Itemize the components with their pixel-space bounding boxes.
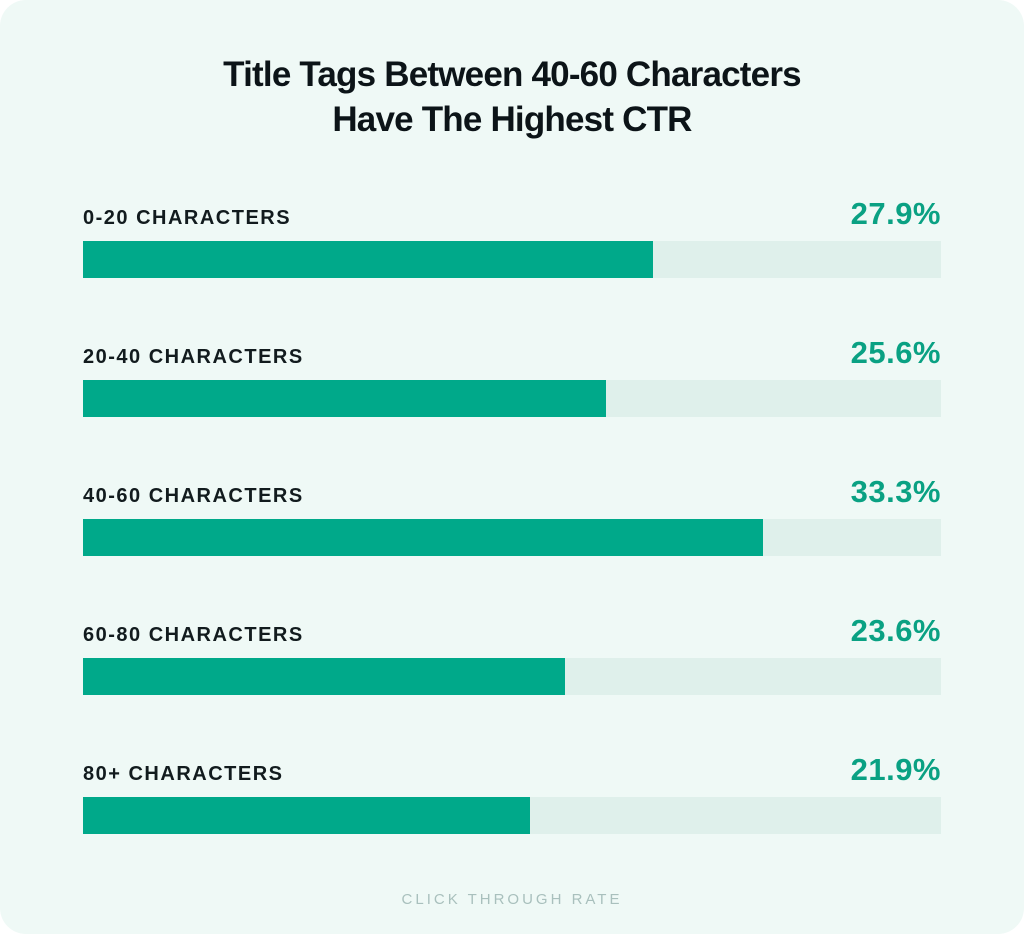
category-label: 20-40 CHARACTERS bbox=[83, 346, 304, 368]
value-label: 23.6% bbox=[850, 613, 941, 648]
bar-fill bbox=[83, 797, 531, 834]
value-label: 27.9% bbox=[850, 196, 941, 231]
bar-fill bbox=[83, 519, 764, 556]
chart-title-line-1: Title Tags Between 40-60 Characters bbox=[223, 55, 801, 94]
chart-row-header: 0-20 CHARACTERS 27.9% bbox=[83, 198, 941, 230]
value-label: 21.9% bbox=[850, 752, 941, 787]
category-label: 40-60 CHARACTERS bbox=[83, 485, 304, 507]
bar-track bbox=[83, 241, 941, 278]
category-label: 0-20 CHARACTERS bbox=[83, 207, 292, 229]
chart-title-line-2: Have The Highest CTR bbox=[332, 100, 692, 139]
bar-track bbox=[83, 797, 941, 834]
value-label: 33.3% bbox=[850, 474, 941, 509]
chart-row: 80+ CHARACTERS 21.9% bbox=[83, 754, 941, 834]
bar-track bbox=[83, 380, 941, 417]
bar-track bbox=[83, 519, 941, 556]
chart-row: 40-60 CHARACTERS 33.3% bbox=[83, 476, 941, 556]
bar-chart: 0-20 CHARACTERS 27.9% 20-40 CHARACTERS 2… bbox=[83, 198, 941, 834]
chart-row: 20-40 CHARACTERS 25.6% bbox=[83, 337, 941, 417]
chart-title: Title Tags Between 40-60 Characters Have… bbox=[0, 52, 1024, 142]
chart-row-header: 40-60 CHARACTERS 33.3% bbox=[83, 476, 941, 508]
value-label: 25.6% bbox=[850, 335, 941, 370]
bar-fill bbox=[83, 380, 606, 417]
chart-row: 60-80 CHARACTERS 23.6% bbox=[83, 615, 941, 695]
chart-row-header: 60-80 CHARACTERS 23.6% bbox=[83, 615, 941, 647]
chart-row-header: 20-40 CHARACTERS 25.6% bbox=[83, 337, 941, 369]
category-label: 60-80 CHARACTERS bbox=[83, 624, 304, 646]
x-axis-caption: CLICK THROUGH RATE bbox=[401, 891, 623, 908]
bar-track bbox=[83, 658, 941, 695]
bar-fill bbox=[83, 658, 566, 695]
chart-row: 0-20 CHARACTERS 27.9% bbox=[83, 198, 941, 278]
chart-row-header: 80+ CHARACTERS 21.9% bbox=[83, 754, 941, 786]
bar-fill bbox=[83, 241, 653, 278]
category-label: 80+ CHARACTERS bbox=[83, 763, 284, 785]
